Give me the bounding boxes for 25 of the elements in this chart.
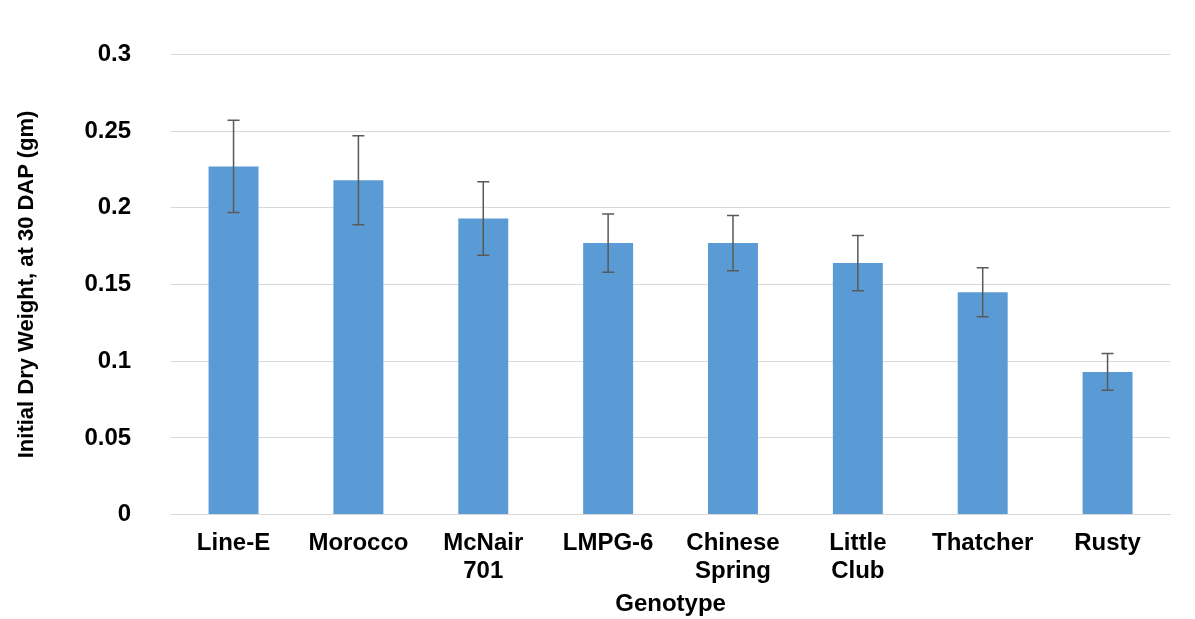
x-tick-label: Line-E [196, 527, 271, 555]
bar [208, 166, 259, 515]
y-tick-label: 0.3 [97, 39, 132, 67]
bar [583, 243, 634, 515]
x-tick-label: Rusty [1074, 527, 1142, 555]
x-tick-label: Chinese Spring [686, 527, 780, 584]
y-tick-label: 0.25 [84, 115, 132, 143]
y-axis-title: Initial Dry Weight, at 30 DAP (gm) [13, 110, 39, 459]
y-tick-label: 0.15 [84, 269, 132, 297]
bar [458, 218, 509, 515]
y-tick-label: 0.2 [97, 192, 132, 220]
y-tick-label: 0 [117, 499, 132, 527]
y-tick-label: 0.05 [84, 422, 132, 450]
x-tick-label: Morocco [308, 527, 409, 555]
x-tick-label: LMPG-6 [562, 527, 654, 555]
x-tick-label: Thatcher [932, 527, 1034, 555]
bar [1082, 371, 1133, 515]
y-tick-label: 0.1 [97, 345, 132, 373]
x-tick-label: McNair 701 [443, 527, 524, 584]
bar [708, 243, 758, 515]
x-tick-label: Little Club [829, 527, 887, 584]
bar [333, 180, 384, 515]
bar [832, 263, 883, 515]
bar [957, 292, 1008, 515]
x-axis-title: Genotype [615, 589, 726, 617]
